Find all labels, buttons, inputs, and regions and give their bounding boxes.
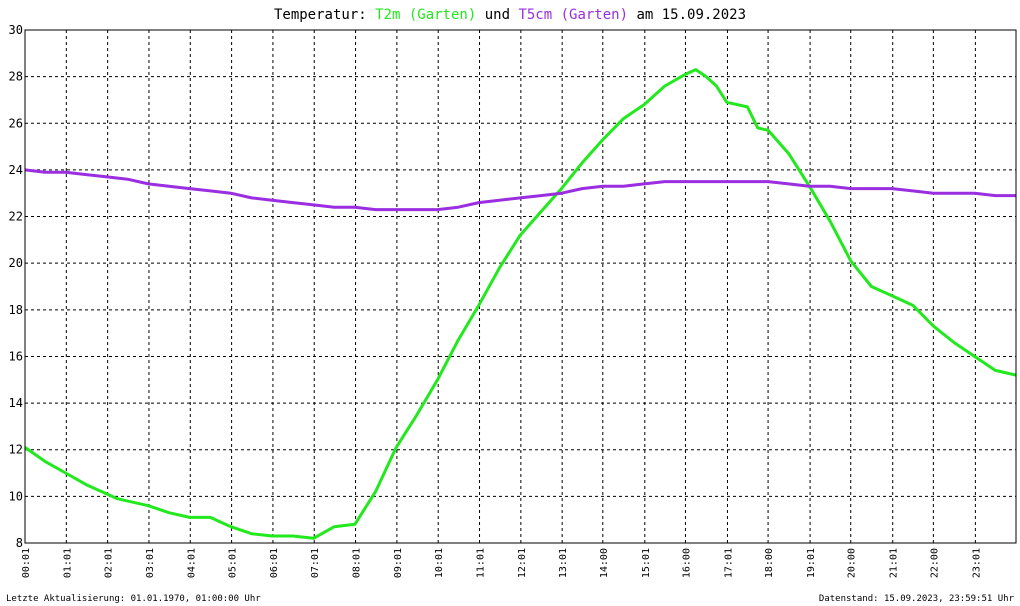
footer-last-update: Letzte Aktualisierung: 01.01.1970, 01:00… <box>6 594 261 604</box>
series-lines <box>24 68 1017 540</box>
y-tick-label: 16 <box>9 349 23 363</box>
x-tick-label: 00:01 <box>21 548 32 578</box>
series-line-t5cm <box>24 168 1016 212</box>
y-tick-label: 30 <box>9 23 23 37</box>
chart-grid <box>25 30 1016 543</box>
x-tick-label: 04:01 <box>186 548 197 578</box>
x-tick-label: 01:01 <box>62 548 73 578</box>
series-line-t2m <box>24 68 1017 540</box>
title-middle: und <box>476 7 518 23</box>
plot-frame <box>24 29 1017 544</box>
chart-title: Temperatur: T2m (Garten) und T5cm (Garte… <box>274 7 746 23</box>
y-tick-label: 24 <box>9 163 23 177</box>
x-tick-label: 18:00 <box>764 548 775 578</box>
x-tick-label: 05:01 <box>228 548 239 578</box>
x-tick-label: 10:01 <box>434 548 445 578</box>
x-tick-label: 12:01 <box>517 548 528 578</box>
x-tick-label: 19:01 <box>806 548 817 578</box>
y-axis-ticks: 8 10 12 14 16 18 20 22 24 26 28 30 <box>9 23 23 550</box>
x-tick-label: 16:00 <box>681 548 692 578</box>
x-tick-label: 03:01 <box>145 548 156 578</box>
y-tick-label: 14 <box>9 396 23 410</box>
x-tick-label: 17:01 <box>723 548 734 578</box>
x-tick-label: 20:00 <box>847 548 858 578</box>
y-tick-label: 20 <box>9 256 23 270</box>
x-tick-label: 14:00 <box>599 548 610 578</box>
y-tick-label: 10 <box>9 489 23 503</box>
x-tick-label: 22:00 <box>929 548 940 578</box>
y-tick-label: 22 <box>9 210 23 224</box>
x-axis-ticks: 00:01 01:01 02:01 03:01 04:01 05:01 06:01 07:01… <box>21 548 982 578</box>
title-series2: T5cm (Garten) <box>518 7 628 23</box>
x-tick-label: 11:01 <box>476 548 487 578</box>
title-series1: T2m (Garten) <box>375 7 476 23</box>
y-tick-label: 12 <box>9 443 23 457</box>
y-tick-label: 26 <box>9 116 23 130</box>
y-tick-label: 18 <box>9 303 23 317</box>
x-tick-label: 08:01 <box>352 548 363 578</box>
title-prefix: Temperatur: <box>274 7 375 23</box>
x-tick-label: 13:01 <box>558 548 569 578</box>
y-tick-label: 8 <box>16 536 23 550</box>
y-tick-label: 28 <box>9 70 23 84</box>
x-tick-label: 02:01 <box>104 548 115 578</box>
x-tick-label: 21:01 <box>889 548 900 578</box>
x-tick-label: 15:01 <box>641 548 652 578</box>
x-tick-label: 09:01 <box>393 548 404 578</box>
x-tick-label: 07:01 <box>310 548 321 578</box>
x-tick-label: 06:01 <box>269 548 280 578</box>
footer-data-status: Datenstand: 15.09.2023, 23:59:51 Uhr <box>819 594 1015 604</box>
x-tick-label: 23:01 <box>971 548 982 578</box>
title-suffix: am 15.09.2023 <box>628 7 746 23</box>
